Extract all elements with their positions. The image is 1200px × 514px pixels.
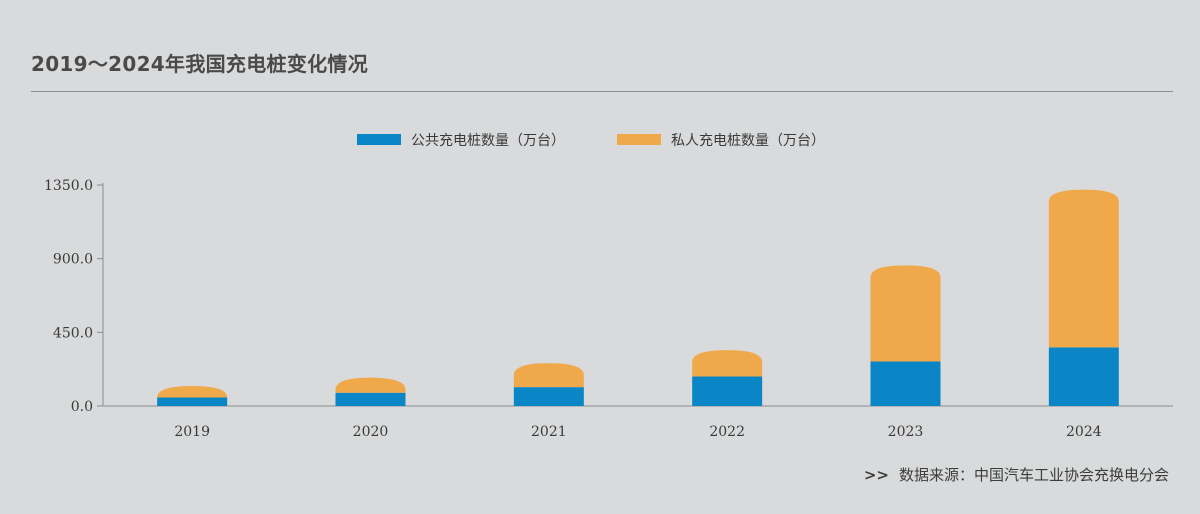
bar-public-2021 bbox=[513, 387, 584, 406]
x-tick-label: 2020 bbox=[353, 424, 389, 440]
bar-public-2020 bbox=[335, 392, 406, 406]
y-tick-label: 1350.0 bbox=[44, 178, 93, 194]
title-divider bbox=[31, 91, 1173, 92]
legend-label-2: 私人充电桩数量（万台） bbox=[671, 132, 825, 149]
data-source-note: >> 数据来源：中国汽车工业协会充换电分会 bbox=[864, 464, 1169, 485]
x-tick-label: 2024 bbox=[1066, 424, 1102, 440]
chart-title: 2019～2024年我国充电桩变化情况 bbox=[31, 52, 369, 76]
bar-public-2019 bbox=[157, 397, 228, 406]
legend: 公共充电桩数量（万台） 私人充电桩数量（万台） bbox=[357, 132, 825, 149]
bar-private-2023 bbox=[870, 265, 941, 362]
x-tick-label: 2023 bbox=[888, 424, 924, 440]
bar-private-2019 bbox=[157, 386, 228, 398]
bar-private-2020 bbox=[335, 377, 406, 393]
y-tick-label: 0.0 bbox=[71, 399, 93, 415]
x-tick-label: 2019 bbox=[174, 424, 210, 440]
legend-swatch-1 bbox=[357, 134, 401, 145]
x-tick-label: 2021 bbox=[531, 424, 567, 440]
axes: 0.0 450.0 900.0 1350.0 bbox=[44, 178, 1173, 415]
legend-swatch-2 bbox=[617, 134, 661, 145]
source-text: 数据来源：中国汽车工业协会充换电分会 bbox=[898, 466, 1169, 484]
bars: 2019 2020 2021 2022 2023 2024 bbox=[157, 189, 1119, 440]
bar-public-2022 bbox=[692, 376, 763, 406]
x-tick-label: 2022 bbox=[709, 424, 745, 440]
y-tick-label: 900.0 bbox=[53, 252, 93, 268]
bar-public-2024 bbox=[1048, 347, 1119, 406]
bar-private-2022 bbox=[692, 350, 763, 377]
bar-private-2024 bbox=[1048, 189, 1119, 348]
bar-public-2023 bbox=[870, 361, 941, 406]
source-arrows: >> bbox=[863, 466, 889, 484]
bar-private-2021 bbox=[513, 363, 584, 388]
y-tick-label: 450.0 bbox=[53, 325, 93, 341]
legend-label-1: 公共充电桩数量（万台） bbox=[411, 132, 565, 149]
